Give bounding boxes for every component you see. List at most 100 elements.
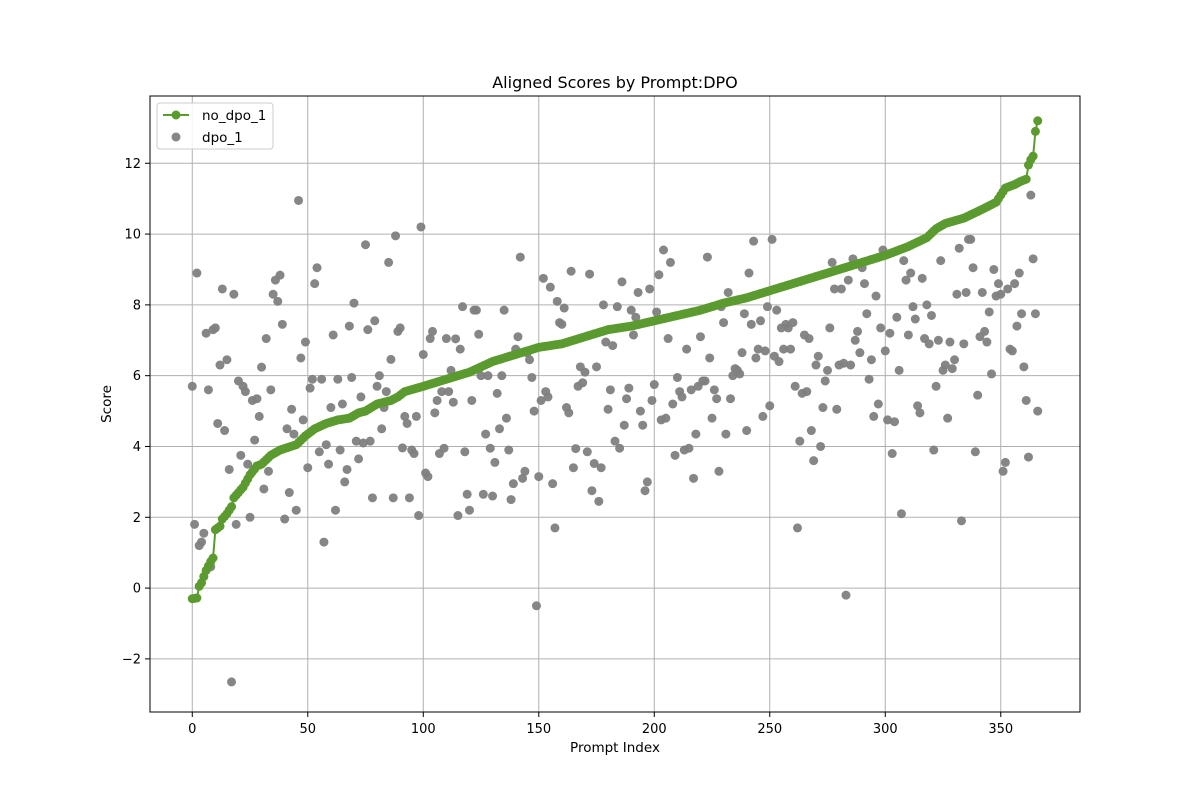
dpo_1-point xyxy=(596,463,606,473)
dpo_1-point xyxy=(702,252,712,262)
dpo_1-point xyxy=(501,413,511,423)
dpo_1-point xyxy=(1012,321,1022,331)
dpo_1-point xyxy=(936,256,946,266)
dpo_1-point xyxy=(529,406,539,416)
x-tick-label: 50 xyxy=(299,722,316,737)
dpo_1-point xyxy=(289,429,299,439)
x-tick-label: 150 xyxy=(526,722,551,737)
dpo_1-point xyxy=(455,344,465,354)
dpo_1-point xyxy=(772,305,782,315)
dpo_1-point xyxy=(273,296,283,306)
dpo_1-point xyxy=(853,326,863,336)
dpo_1-point xyxy=(409,449,419,459)
dpo_1-point xyxy=(326,403,336,413)
dpo_1-point xyxy=(370,316,380,326)
dpo_1-point xyxy=(1023,452,1033,462)
dpo_1-point xyxy=(617,277,627,287)
dpo_1-point xyxy=(448,397,458,407)
legend-swatch-no_dpo_1-marker xyxy=(171,110,181,120)
dpo_1-point xyxy=(478,489,488,499)
dpo_1-point xyxy=(492,388,502,398)
dpo_1-point xyxy=(631,312,641,322)
dpo_1-point xyxy=(806,426,816,436)
dpo_1-point xyxy=(901,275,911,285)
dpo_1-point xyxy=(423,472,433,482)
x-axis-title: Prompt Index xyxy=(570,740,660,756)
y-tick-label: 8 xyxy=(133,298,141,313)
x-tick-label: 300 xyxy=(873,722,898,737)
dpo_1-point xyxy=(444,387,454,397)
dpo_1-point xyxy=(199,528,209,538)
dpo_1-point xyxy=(756,316,766,326)
dpo_1-point xyxy=(647,395,657,405)
dpo_1-point xyxy=(328,330,338,340)
dpo_1-point xyxy=(520,466,530,476)
dpo_1-point xyxy=(324,459,334,469)
dpo_1-point xyxy=(231,519,241,529)
dpo_1-point xyxy=(682,344,692,354)
dpo_1-point xyxy=(317,374,327,384)
dpo_1-point xyxy=(610,436,620,446)
dpo_1-point xyxy=(638,420,648,430)
y-tick-label: 0 xyxy=(133,582,141,597)
dpo_1-point xyxy=(966,234,976,244)
dpo_1-point xyxy=(250,435,260,445)
dpo_1-point xyxy=(400,411,410,421)
dpo_1-point xyxy=(612,302,622,312)
dpo_1-point xyxy=(476,371,486,381)
dpo_1-point xyxy=(961,287,971,297)
dpo_1-point xyxy=(839,358,849,368)
dpo_1-point xyxy=(564,408,574,418)
dpo_1-point xyxy=(947,364,957,374)
dpo_1-point xyxy=(282,424,292,434)
series-no_dpo_1 xyxy=(187,116,1043,604)
dpo_1-point xyxy=(712,394,722,404)
dpo_1-point xyxy=(1033,406,1043,416)
dpo_1-point xyxy=(864,374,874,384)
dpo_1-point xyxy=(585,269,595,279)
dpo_1-point xyxy=(691,429,701,439)
dpo_1-point xyxy=(314,447,324,457)
dpo_1-point xyxy=(635,406,645,416)
dpo_1-point xyxy=(869,411,879,421)
dpo_1-point xyxy=(859,279,869,289)
dpo_1-point xyxy=(490,457,500,467)
dpo_1-point xyxy=(518,473,528,483)
dpo_1-point xyxy=(414,511,424,521)
dpo_1-point xyxy=(534,472,544,482)
y-tick-label: 6 xyxy=(133,369,141,384)
dpo_1-point xyxy=(915,408,925,418)
dpo_1-point xyxy=(709,385,719,395)
dpo_1-point xyxy=(483,371,493,381)
dpo_1-point xyxy=(873,399,883,409)
dpo_1-point xyxy=(829,284,839,294)
dpo_1-point xyxy=(795,436,805,446)
dpo_1-point xyxy=(259,484,269,494)
dpo_1-point xyxy=(374,371,384,381)
dpo_1-point xyxy=(818,403,828,413)
chart-title: Aligned Scores by Prompt:DPO xyxy=(492,73,738,92)
dpo_1-point xyxy=(587,486,597,496)
dpo_1-point xyxy=(358,438,368,448)
dpo_1-point xyxy=(850,335,860,345)
dpo_1-point xyxy=(665,257,675,267)
dpo_1-point xyxy=(739,309,749,319)
dpo_1-point xyxy=(453,511,463,521)
y-tick-label: 2 xyxy=(133,511,141,526)
dpo_1-point xyxy=(351,436,361,446)
dpo_1-point xyxy=(481,429,491,439)
dpo_1-point xyxy=(792,523,802,533)
dpo_1-point xyxy=(779,344,789,354)
dpo_1-point xyxy=(203,385,213,395)
dpo_1-point xyxy=(354,454,364,464)
x-tick-label: 200 xyxy=(642,722,667,737)
dpo_1-point xyxy=(940,360,950,370)
dpo_1-point xyxy=(700,376,710,386)
dpo_1-point xyxy=(310,279,320,289)
dpo_1-point xyxy=(391,231,401,241)
legend-label-no_dpo_1: no_dpo_1 xyxy=(202,108,266,124)
dpo_1-point xyxy=(959,339,969,349)
dpo_1-point xyxy=(749,236,759,246)
dpo_1-point xyxy=(677,392,687,402)
